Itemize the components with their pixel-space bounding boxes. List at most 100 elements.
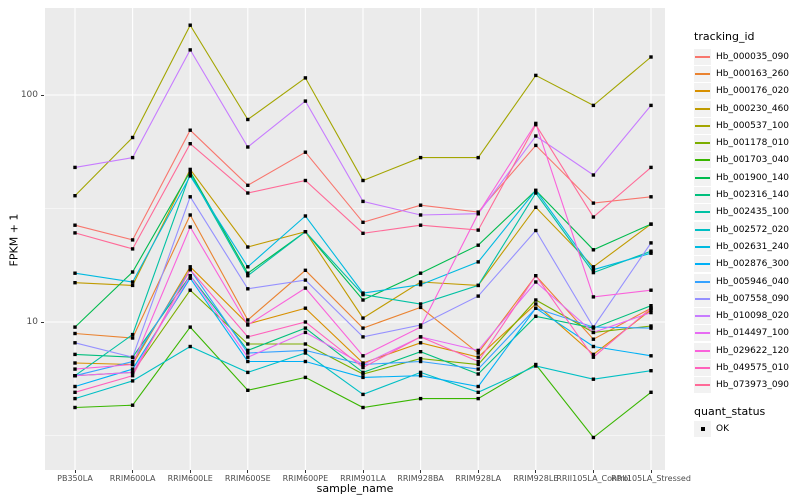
legend-item: Hb_002631_240: [694, 238, 789, 255]
data-point: [361, 316, 365, 320]
legend-label: Hb_002876_300: [716, 259, 790, 270]
data-point: [476, 243, 480, 247]
legend-key: [694, 273, 711, 290]
data-point: [130, 336, 135, 340]
data-point: [649, 249, 653, 253]
data-point: [476, 348, 480, 353]
data-point: [246, 265, 250, 269]
legend-key: [694, 221, 711, 238]
data-point: [73, 374, 77, 378]
data-point: [246, 355, 250, 359]
legend-label: Hb_002631_240: [716, 241, 790, 252]
data-point: [303, 326, 308, 330]
data-point: [73, 281, 77, 285]
data-point: [73, 223, 77, 227]
data-point: [591, 352, 596, 357]
data-point: [476, 283, 480, 288]
x-tick-mark: [132, 470, 134, 473]
data-point: [188, 276, 192, 280]
data-point: [303, 230, 308, 234]
y-axis-title: FPKM + 1: [7, 213, 21, 267]
data-point: [303, 342, 308, 346]
data-point: [130, 247, 135, 251]
data-point: [591, 103, 596, 108]
data-point: [591, 337, 596, 341]
legend-key: [694, 152, 711, 169]
legend-item: Hb_002572_020: [694, 221, 789, 238]
legend-item: Hb_001178_010: [694, 134, 789, 152]
legend-title-tracking-id: tracking_id: [694, 30, 755, 43]
legend-item: Hb_049575_010: [694, 359, 789, 376]
legend-key-line: [695, 315, 710, 318]
data-point: [649, 304, 653, 308]
data-point: [303, 214, 308, 218]
data-point: [73, 271, 77, 275]
y-tick-mark: [41, 94, 44, 96]
data-point: [591, 330, 596, 335]
legend-key-line: [695, 384, 710, 387]
data-point: [130, 367, 135, 371]
data-point: [534, 205, 538, 209]
data-point: [476, 355, 480, 359]
legend-item: Hb_000163_260: [694, 65, 789, 82]
data-point: [246, 183, 250, 187]
data-point: [534, 134, 538, 138]
data-point: [418, 213, 423, 217]
data-point: [649, 251, 653, 255]
data-point: [73, 367, 77, 371]
data-point: [246, 335, 250, 339]
data-point: [303, 351, 308, 355]
legend-item: Hb_001900_140: [694, 169, 789, 186]
legend-key-line: [695, 332, 710, 335]
data-point: [361, 362, 365, 367]
legend-key-line: [695, 176, 710, 179]
y-tick-label: 10: [26, 317, 38, 327]
plot-canvas: [45, 8, 665, 470]
legend-key-line: [695, 142, 710, 145]
data-point: [591, 295, 596, 299]
data-point: [534, 73, 538, 78]
x-tick-label: RRII105LA_Stressed: [611, 474, 691, 483]
data-point: [303, 278, 308, 282]
data-point: [188, 213, 192, 217]
data-point: [476, 260, 480, 264]
legend-key: [694, 238, 711, 255]
data-point: [649, 390, 653, 394]
data-point: [361, 354, 365, 358]
legend-label: Hb_007558_090: [716, 293, 790, 304]
legend-key: [694, 48, 711, 65]
data-point: [361, 405, 365, 410]
x-tick-mark: [650, 470, 652, 473]
legend-label: Hb_000537_100: [716, 120, 790, 131]
data-point: [303, 286, 308, 290]
legend-key-line: [695, 280, 710, 283]
data-point: [649, 222, 653, 226]
legend-key: [694, 83, 711, 100]
data-point: [649, 241, 653, 245]
data-point: [303, 359, 308, 364]
data-point: [246, 318, 250, 322]
legend-items-quant-status: OK: [694, 420, 729, 437]
data-point: [246, 359, 250, 364]
data-point: [246, 370, 250, 375]
data-point: [73, 325, 77, 329]
data-point: [303, 306, 308, 310]
data-point: [591, 270, 596, 275]
data-point: [418, 155, 423, 160]
data-point: [476, 372, 480, 376]
legend-key: [694, 325, 711, 342]
data-point: [361, 392, 365, 397]
data-point: [188, 142, 192, 146]
data-point: [476, 384, 480, 389]
data-point: [303, 99, 308, 103]
data-point: [534, 274, 538, 278]
data-point: [361, 298, 365, 302]
x-tick-label: RRIM901LA: [340, 474, 386, 483]
data-point: [246, 191, 250, 195]
y-tick-label: 100: [20, 90, 38, 100]
data-point: [649, 55, 653, 59]
legend-key: [694, 256, 711, 273]
x-tick-mark: [362, 470, 364, 473]
legend-key-line: [695, 349, 710, 352]
data-point: [130, 403, 135, 407]
